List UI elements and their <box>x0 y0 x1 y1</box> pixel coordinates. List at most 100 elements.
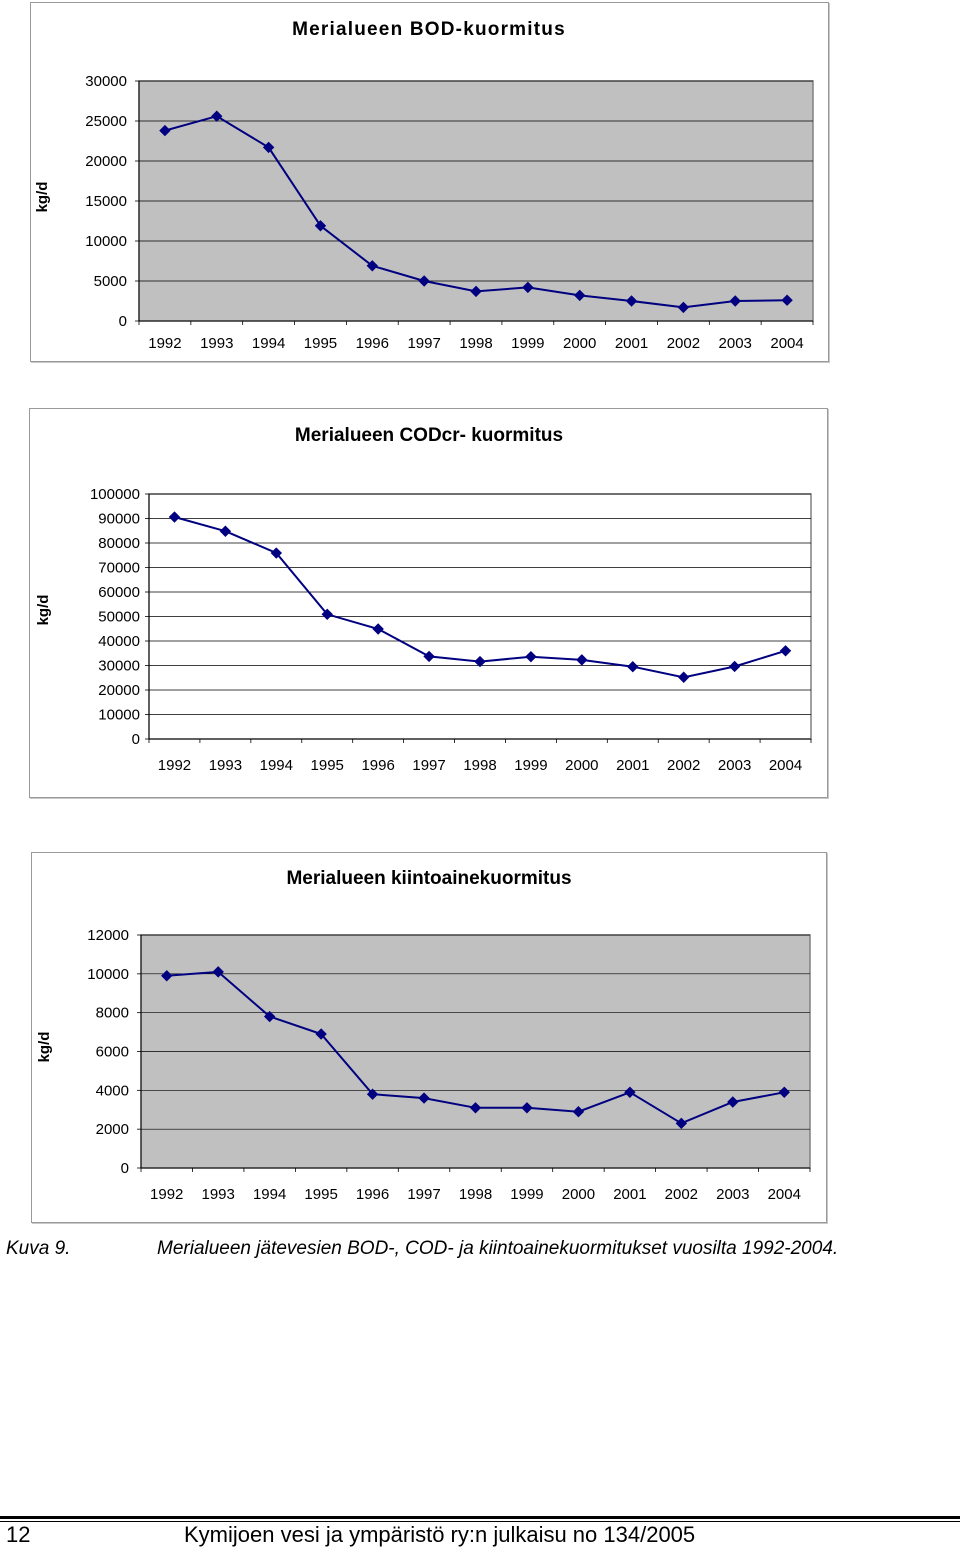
x-tick-label: 2000 <box>565 757 598 774</box>
x-tick-label: 2004 <box>770 335 803 352</box>
y-tick-label: 10000 <box>98 707 140 724</box>
x-tick-label: 2002 <box>667 335 700 352</box>
x-tick-label: 1993 <box>200 335 233 352</box>
data-point <box>212 966 224 978</box>
x-tick-label: 2002 <box>667 757 700 774</box>
y-tick-label: 100000 <box>90 486 140 503</box>
x-tick-label: 1999 <box>510 1186 543 1203</box>
y-axis-label: kg/d <box>35 595 52 626</box>
chart-title: Merialueen kiintoainekuormitus <box>286 868 571 889</box>
data-point <box>161 970 173 982</box>
data-point <box>677 301 690 314</box>
x-tick-label: 2001 <box>615 335 648 352</box>
chart-title: Merialueen BOD-kuormitus <box>292 19 566 40</box>
x-tick-label: 1998 <box>463 757 496 774</box>
y-tick-label: 80000 <box>98 535 140 552</box>
solids-chart: Merialueen kiintoainekuormitus kg/d 0 2000 4… <box>31 852 827 1223</box>
y-tick-label: 2000 <box>96 1121 129 1138</box>
x-tick-label: 2003 <box>719 335 752 352</box>
y-tick-label: 30000 <box>98 658 140 675</box>
x-tick-label: 2001 <box>616 757 649 774</box>
y-tick-label: 12000 <box>87 927 129 944</box>
data-point <box>263 1010 276 1023</box>
y-tick-label: 10000 <box>85 233 127 250</box>
y-tick-label: 40000 <box>98 633 140 650</box>
bod-chart: Merialueen BOD-kuormitus kg/d 0 5000 10000 15… <box>30 2 829 362</box>
y-tick-label: 70000 <box>98 560 140 577</box>
data-point <box>729 295 741 307</box>
cod-chart-svg: Merialueen CODcr- kuormitus kg/d 0 10000 200… <box>35 425 812 774</box>
figure-label: Kuva 9. <box>6 1238 71 1259</box>
x-tick-label: 2004 <box>769 757 802 774</box>
y-tick-label: 10000 <box>87 966 129 983</box>
x-tick-label: 1999 <box>511 335 544 352</box>
data-point <box>470 285 482 298</box>
x-tick-label: 1993 <box>209 757 242 774</box>
y-tick-label: 0 <box>119 313 127 330</box>
data-point <box>270 547 283 559</box>
x-tick-label: 1992 <box>158 757 191 774</box>
x-tick-label: 1997 <box>407 1186 440 1203</box>
data-point <box>779 645 792 657</box>
data-point <box>219 525 232 537</box>
data-point <box>525 650 537 663</box>
x-tick-label: 2002 <box>665 1186 698 1203</box>
y-tick-label: 20000 <box>98 682 140 699</box>
data-point <box>168 511 181 523</box>
x-tick-label: 2001 <box>613 1186 646 1203</box>
x-tick-label: 1994 <box>260 757 293 774</box>
footer-rule <box>0 1516 960 1519</box>
x-tick-label: 1997 <box>412 757 445 774</box>
x-tick-label: 2004 <box>768 1186 801 1203</box>
y-tick-label: 8000 <box>96 1005 129 1022</box>
data-point <box>211 110 223 122</box>
data-point <box>625 295 638 307</box>
x-tick-label: 1995 <box>304 1186 337 1203</box>
page-number: 12 <box>6 1522 31 1547</box>
y-tick-label: 20000 <box>85 153 127 170</box>
solids-chart-svg: Merialueen kiintoainekuormitus kg/d 0 2000 4… <box>36 868 811 1203</box>
data-point <box>576 654 588 666</box>
data-point <box>474 655 486 668</box>
y-tick-label: 15000 <box>85 193 127 210</box>
x-tick-label: 1996 <box>361 757 394 774</box>
data-point <box>366 260 379 272</box>
x-tick-label: 1998 <box>459 335 492 352</box>
data-point <box>159 124 171 137</box>
x-tick-label: 1997 <box>407 335 440 352</box>
y-axis-label: kg/d <box>34 182 51 213</box>
y-tick-label: 30000 <box>85 73 127 90</box>
y-tick-label: 5000 <box>94 273 127 290</box>
cod-chart: Merialueen CODcr- kuormitus kg/d 0 10000 200… <box>29 408 828 798</box>
y-tick-label: 25000 <box>85 113 127 130</box>
x-tick-label: 1993 <box>202 1186 235 1203</box>
data-point <box>778 1086 790 1098</box>
data-point <box>366 1088 379 1100</box>
footer-rule-thin <box>0 1521 960 1522</box>
x-tick-label: 1995 <box>311 757 344 774</box>
data-point <box>315 1028 327 1040</box>
data-point <box>469 1102 482 1114</box>
x-tick-label: 2000 <box>562 1186 595 1203</box>
data-point <box>314 220 327 232</box>
data-point <box>262 141 275 154</box>
x-tick-label: 1996 <box>356 1186 389 1203</box>
data-point <box>418 1092 430 1104</box>
publication-footer: Kymijoen vesi ja ympäristö ry:n julkaisu… <box>184 1522 696 1547</box>
data-point <box>573 289 586 302</box>
x-tick-label: 1996 <box>356 335 389 352</box>
x-tick-label: 1995 <box>304 335 337 352</box>
x-tick-label: 2003 <box>716 1186 749 1203</box>
y-tick-label: 0 <box>132 731 140 748</box>
data-point <box>372 623 384 635</box>
y-tick-label: 50000 <box>98 609 140 626</box>
data-point <box>677 671 690 683</box>
x-tick-label: 1994 <box>252 335 285 352</box>
x-tick-label: 2003 <box>718 757 751 774</box>
x-tick-label: 1998 <box>459 1186 492 1203</box>
x-tick-label: 1992 <box>150 1186 183 1203</box>
x-tick-label: 2000 <box>563 335 596 352</box>
bod-chart-svg: Merialueen BOD-kuormitus kg/d 0 5000 10000 15… <box>34 19 814 352</box>
data-point <box>728 660 741 673</box>
y-tick-label: 0 <box>121 1160 129 1177</box>
